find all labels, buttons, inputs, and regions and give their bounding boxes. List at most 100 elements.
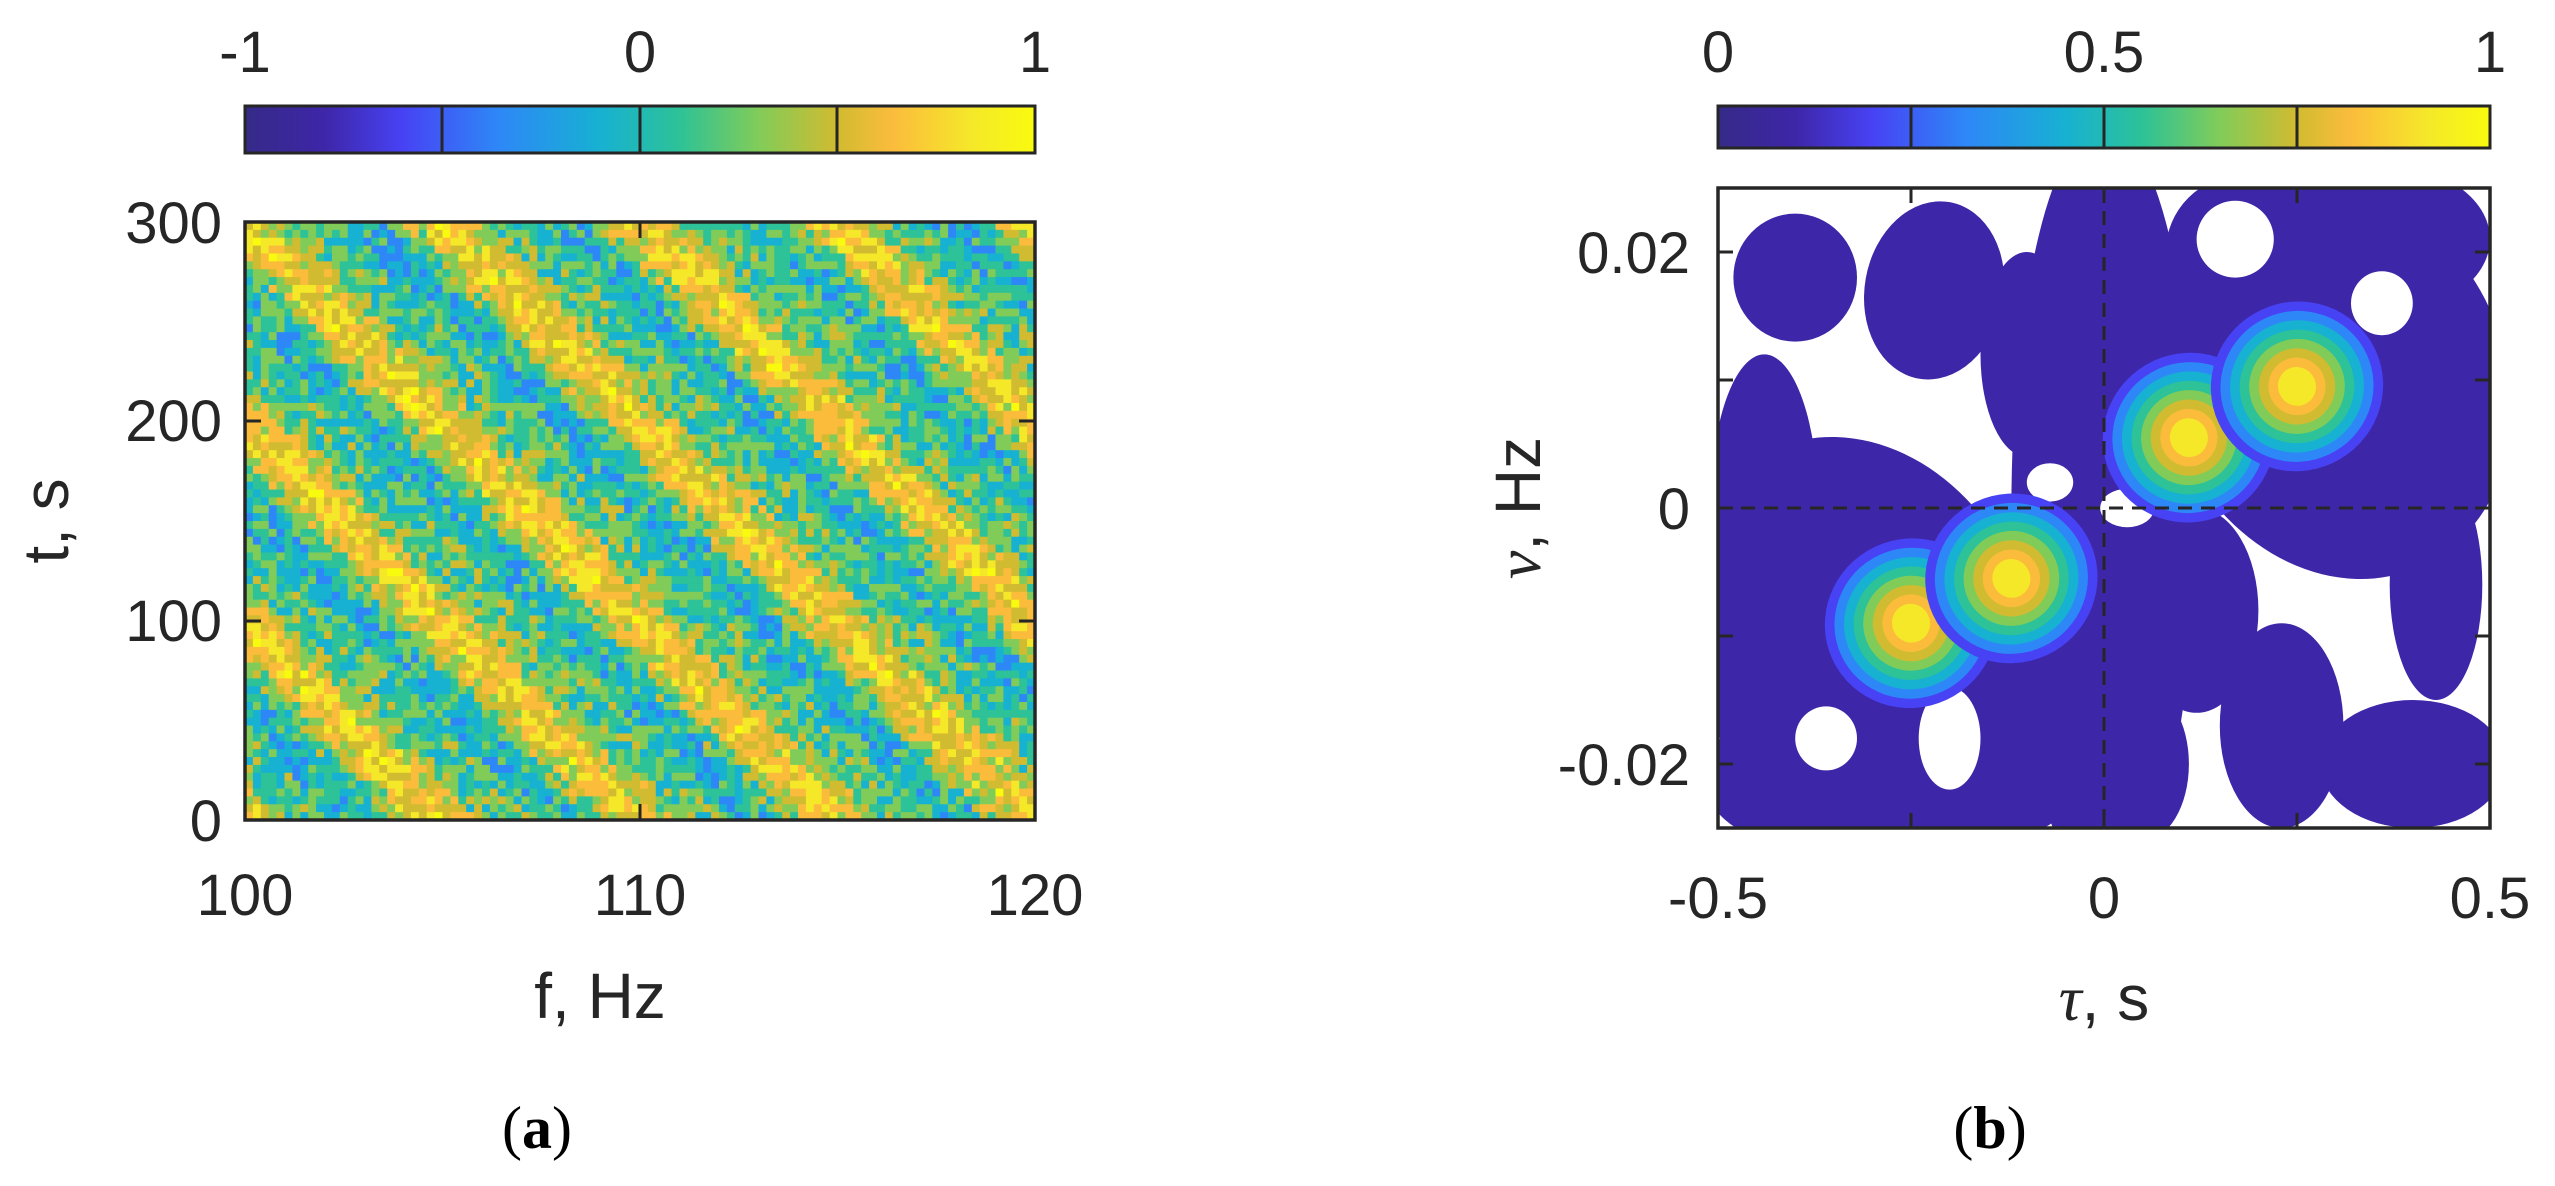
heatmap-cell <box>798 450 807 459</box>
heatmap-cell <box>537 355 546 365</box>
heatmap-cell <box>963 450 973 459</box>
heatmap-cell <box>632 497 641 506</box>
heatmap-cell <box>379 253 388 262</box>
heatmap-cell <box>940 552 949 561</box>
heatmap-cell <box>892 253 902 262</box>
heatmap-cell <box>813 497 823 506</box>
heatmap-cell <box>1027 300 1035 310</box>
heatmap-cell <box>821 402 831 412</box>
heatmap-cell <box>655 222 665 231</box>
heatmap-cell <box>561 277 570 286</box>
heatmap-cell <box>711 395 720 404</box>
heatmap-cell <box>924 528 933 538</box>
heatmap-cell <box>284 402 293 412</box>
heatmap-cell <box>268 560 278 569</box>
heatmap-cell <box>434 316 444 325</box>
heatmap-cell <box>829 442 839 451</box>
heatmap-cell <box>861 497 870 506</box>
heatmap-cell <box>426 371 436 380</box>
heatmap-cell <box>442 410 451 420</box>
heatmap-cell <box>758 269 767 278</box>
heatmap-cell <box>979 442 989 451</box>
heatmap-cell <box>892 528 902 538</box>
heatmap-cell <box>663 253 673 262</box>
heatmap-cell <box>956 458 965 467</box>
heatmap-cell <box>466 552 475 561</box>
heatmap-cell <box>853 583 862 593</box>
heatmap-cell <box>766 458 775 467</box>
heatmap-cell <box>821 450 831 459</box>
heatmap-cell <box>726 552 736 561</box>
heatmap-cell <box>395 292 404 302</box>
heatmap-cell <box>379 560 388 569</box>
heatmap-cell <box>403 560 412 569</box>
heatmap-cell <box>268 269 278 278</box>
heatmap-cell <box>553 363 562 373</box>
heatmap-cell <box>489 505 499 514</box>
heatmap-cell <box>853 434 862 443</box>
heatmap-cell <box>884 465 894 475</box>
heatmap-cell <box>260 245 270 255</box>
heatmap-cell <box>805 237 815 247</box>
heatmap-cell <box>647 245 657 255</box>
heatmap-cell <box>750 521 760 530</box>
heatmap-cell <box>900 316 910 325</box>
heatmap-cell <box>655 277 665 286</box>
heatmap-cell <box>387 591 396 601</box>
heatmap-cell <box>979 458 989 467</box>
heatmap-cell <box>300 253 309 262</box>
heatmap-cell <box>940 521 949 530</box>
heatmap-cell <box>537 402 546 412</box>
heatmap-cell <box>561 536 570 546</box>
heatmap-cell <box>513 442 523 451</box>
heatmap-cell <box>956 521 965 530</box>
heatmap-cell <box>908 324 918 333</box>
heatmap-cell <box>908 340 918 349</box>
heatmap-cell <box>561 442 570 451</box>
heatmap-cell <box>371 395 380 404</box>
heatmap-cell <box>766 347 775 357</box>
heatmap-cell <box>971 371 981 380</box>
heatmap-cell <box>387 505 396 514</box>
heatmap-cell <box>979 591 989 601</box>
heatmap-cell <box>979 528 989 538</box>
heatmap-cell <box>971 607 981 617</box>
heatmap-cell <box>805 568 815 577</box>
heatmap-cell <box>410 347 420 357</box>
heatmap-cell <box>782 340 791 349</box>
heatmap-cell <box>592 521 602 530</box>
heatmap-cell <box>663 481 673 491</box>
heatmap-cell <box>434 442 444 451</box>
heatmap-cell <box>632 300 641 310</box>
heatmap-cell <box>553 450 562 459</box>
heatmap-cell <box>798 497 807 506</box>
heatmap-cell <box>284 560 293 569</box>
heatmap-cell <box>403 229 412 239</box>
heatmap-cell <box>853 410 862 420</box>
heatmap-cell <box>750 269 760 278</box>
heatmap-cell <box>892 371 902 380</box>
heatmap-cell <box>537 418 546 428</box>
heatmap-cell <box>940 536 949 546</box>
heatmap-cell <box>703 552 712 561</box>
heatmap-cell <box>458 379 467 388</box>
heatmap-cell <box>987 363 997 373</box>
heatmap-cell <box>734 355 744 365</box>
heatmap-cell <box>853 576 862 585</box>
heatmap-cell <box>276 292 286 302</box>
heatmap-cell <box>640 426 649 436</box>
heatmap-cell <box>537 505 546 514</box>
heatmap-cell <box>482 261 491 270</box>
heatmap-cell <box>545 418 554 428</box>
heatmap-cell <box>624 560 633 569</box>
heatmap-cell <box>1027 576 1035 585</box>
heatmap-cell <box>584 583 594 593</box>
heatmap-cell <box>813 222 823 231</box>
heatmap-cell <box>924 442 933 451</box>
heatmap-cell <box>647 465 657 475</box>
heatmap-cell <box>442 434 451 443</box>
heatmap-cell <box>1027 379 1035 388</box>
heatmap-cell <box>956 332 965 341</box>
heatmap-cell <box>537 395 546 404</box>
heatmap-cell <box>260 481 270 491</box>
